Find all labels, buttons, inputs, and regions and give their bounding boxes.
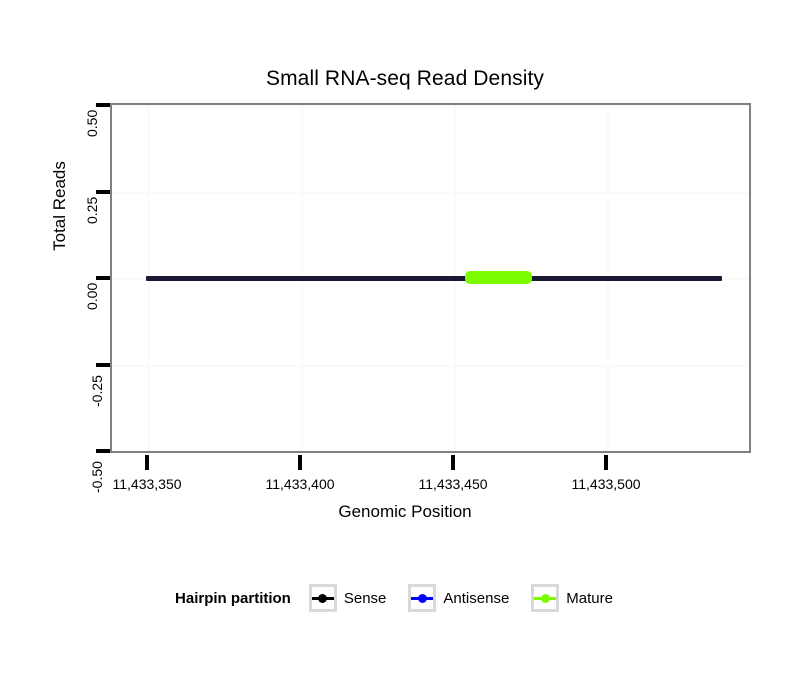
y-tick-label-0.50: 0.50 bbox=[84, 109, 100, 137]
legend-label-antisense: Antisense bbox=[443, 589, 510, 607]
y-tick-mark-0.50 bbox=[96, 103, 110, 107]
gridline-y-0.25 bbox=[112, 192, 749, 194]
gridline-y--0.25 bbox=[112, 365, 749, 367]
series-line-sense bbox=[146, 276, 722, 281]
y-tick-label-0.25: 0.25 bbox=[84, 196, 100, 224]
legend-entry-antisense[interactable]: Antisense bbox=[408, 584, 521, 612]
y-tick-mark-0.00 bbox=[96, 276, 110, 280]
x-tick-label-11433450: 11,433,450 bbox=[418, 476, 488, 492]
plot-panel bbox=[110, 103, 751, 453]
x-tick-mark-11433450 bbox=[451, 455, 455, 470]
x-tick-label-11433400: 11,433,400 bbox=[265, 476, 335, 492]
legend-label-sense: Sense bbox=[343, 589, 387, 607]
legend-dot-sense bbox=[318, 593, 328, 603]
legend-key-antisense-icon bbox=[408, 584, 437, 612]
data-series-layer bbox=[112, 105, 749, 451]
legend-entry-mature[interactable]: Mature bbox=[531, 584, 625, 612]
legend-key-mature-icon bbox=[531, 584, 560, 612]
y-tick-mark-0.25 bbox=[96, 190, 110, 194]
legend: Hairpin partition Sense Antisense Mature bbox=[0, 584, 810, 612]
x-tick-mark-11433500 bbox=[604, 455, 608, 470]
y-tick-mark--0.25 bbox=[96, 363, 110, 367]
gridline-y-0.50 bbox=[112, 105, 749, 107]
x-tick-mark-11433350 bbox=[145, 455, 149, 470]
legend-dot-antisense bbox=[417, 593, 427, 603]
x-tick-label-11433350: 11,433,350 bbox=[112, 476, 182, 492]
x-tick-mark-11433400 bbox=[298, 455, 302, 470]
legend-entry-sense[interactable]: Sense bbox=[308, 584, 399, 612]
x-axis-title: Genomic Position bbox=[338, 502, 472, 521]
legend-label-mature: Mature bbox=[566, 589, 613, 607]
y-tick-mark--0.50 bbox=[96, 449, 110, 453]
x-tick-label-11433500: 11,433,500 bbox=[571, 476, 641, 492]
y-tick-label--0.25: -0.25 bbox=[89, 375, 105, 407]
legend-dot-mature bbox=[540, 593, 550, 603]
legend-title: Hairpin partition bbox=[175, 589, 291, 607]
y-tick-label-0.00: 0.00 bbox=[84, 282, 100, 310]
page-title: Small RNA-seq Read Density bbox=[265, 67, 545, 90]
y-axis-title: Total Reads bbox=[50, 161, 69, 251]
legend-key-sense-icon bbox=[308, 584, 337, 612]
series-line-mature bbox=[465, 271, 532, 284]
